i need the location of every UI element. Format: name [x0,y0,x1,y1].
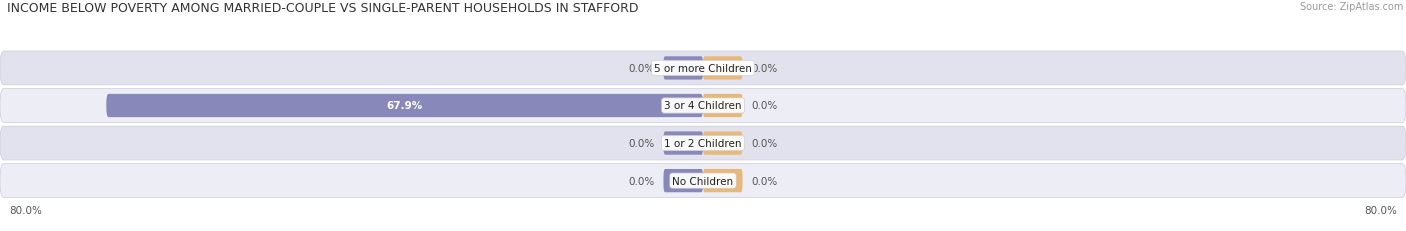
FancyBboxPatch shape [664,169,703,192]
FancyBboxPatch shape [703,132,742,155]
Text: Source: ZipAtlas.com: Source: ZipAtlas.com [1299,2,1403,12]
Text: 67.9%: 67.9% [387,101,423,111]
FancyBboxPatch shape [703,169,742,192]
Text: No Children: No Children [672,176,734,186]
Text: 0.0%: 0.0% [751,64,778,74]
FancyBboxPatch shape [0,127,1406,160]
Text: 80.0%: 80.0% [8,205,42,215]
Text: 0.0%: 0.0% [751,101,778,111]
Text: 0.0%: 0.0% [628,176,655,186]
Text: 0.0%: 0.0% [628,138,655,149]
FancyBboxPatch shape [0,52,1406,85]
Text: 0.0%: 0.0% [751,176,778,186]
FancyBboxPatch shape [107,94,703,118]
Text: INCOME BELOW POVERTY AMONG MARRIED-COUPLE VS SINGLE-PARENT HOUSEHOLDS IN STAFFOR: INCOME BELOW POVERTY AMONG MARRIED-COUPL… [7,2,638,15]
FancyBboxPatch shape [664,57,703,80]
FancyBboxPatch shape [703,57,742,80]
Text: 1 or 2 Children: 1 or 2 Children [664,138,742,149]
Text: 3 or 4 Children: 3 or 4 Children [664,101,742,111]
Text: 5 or more Children: 5 or more Children [654,64,752,74]
Text: 0.0%: 0.0% [751,138,778,149]
FancyBboxPatch shape [664,132,703,155]
FancyBboxPatch shape [0,89,1406,123]
FancyBboxPatch shape [0,164,1406,198]
FancyBboxPatch shape [703,94,742,118]
Text: 80.0%: 80.0% [1364,205,1398,215]
Text: 0.0%: 0.0% [628,64,655,74]
